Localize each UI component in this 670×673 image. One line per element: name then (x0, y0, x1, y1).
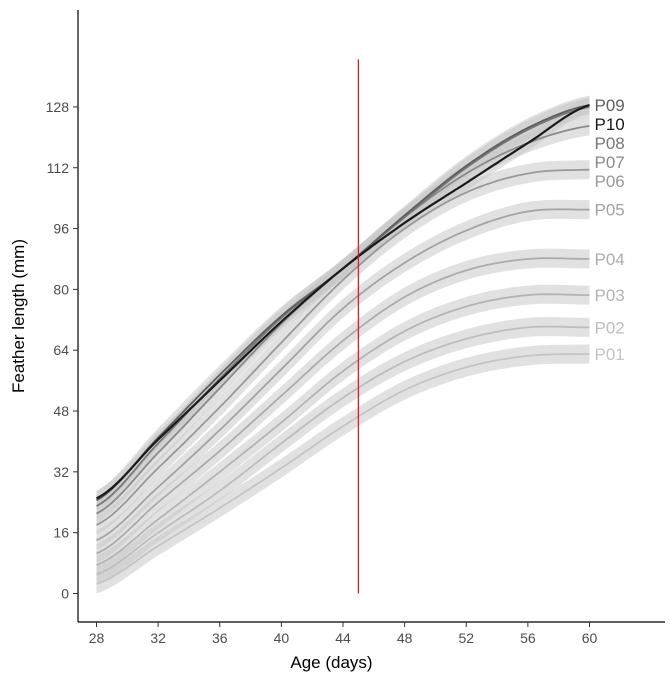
series-line-p03 (96, 293, 590, 566)
confidence-bands (96, 95, 590, 594)
x-tick-label: 40 (274, 630, 290, 646)
x-tick-label: 32 (150, 630, 166, 646)
series-line-p10 (95, 103, 590, 500)
x-tick-label: 52 (458, 630, 474, 646)
series-label-p02: P02 (595, 318, 625, 337)
y-tick-label: 32 (53, 464, 69, 480)
x-tick-label: 36 (212, 630, 228, 646)
x-tick-label: 28 (89, 630, 105, 646)
y-tick-label: 128 (46, 99, 70, 115)
y-tick-label: 64 (53, 342, 69, 358)
y-tick-label: 80 (53, 281, 69, 297)
y-tick-label: 96 (53, 221, 69, 237)
y-tick-label: 0 (61, 585, 69, 601)
x-tick-label: 60 (582, 630, 598, 646)
series-line-p01 (96, 353, 590, 585)
y-tick-label: 16 (53, 525, 69, 541)
series-lines (95, 103, 590, 585)
series-label-p04: P04 (595, 250, 625, 269)
y-tick-label: 112 (47, 160, 70, 176)
x-tick-label: 44 (335, 630, 351, 646)
series-line-p05 (96, 208, 590, 542)
y-axis-title: Feather length (mm) (9, 239, 28, 393)
series-label-p10: P10 (595, 115, 625, 134)
x-tick-label: 48 (397, 630, 413, 646)
series-label-p09: P09 (595, 96, 625, 115)
series-label-p08: P08 (595, 134, 625, 153)
series-label-p07: P07 (595, 153, 625, 172)
series-label-p03: P03 (595, 286, 625, 305)
axes: 0 16 32 48 64 80 96 112 128 28 32 36 40 44 48 52 56 60 (46, 10, 665, 646)
series-line-p04 (96, 257, 590, 555)
x-axis-title: Age (days) (290, 653, 372, 672)
series-line-p02 (96, 325, 590, 576)
series-line-p06 (96, 168, 590, 526)
series-label-p05: P05 (595, 201, 625, 220)
x-tick-label: 56 (520, 630, 536, 646)
y-tick-label: 48 (53, 403, 69, 419)
series-label-p06: P06 (595, 172, 625, 191)
series-label-p01: P01 (595, 345, 625, 364)
